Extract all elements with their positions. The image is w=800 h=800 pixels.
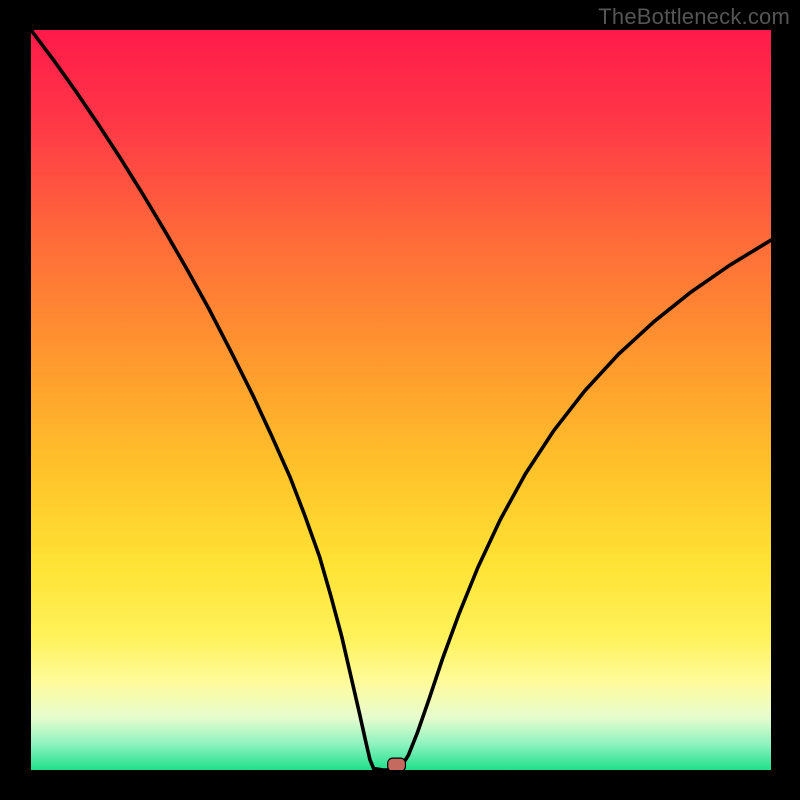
optimum-marker bbox=[388, 758, 406, 770]
watermark-text: TheBottleneck.com bbox=[598, 4, 790, 30]
gradient-background bbox=[31, 30, 771, 770]
chart-plot-area bbox=[31, 30, 771, 770]
chart-svg bbox=[31, 30, 771, 770]
